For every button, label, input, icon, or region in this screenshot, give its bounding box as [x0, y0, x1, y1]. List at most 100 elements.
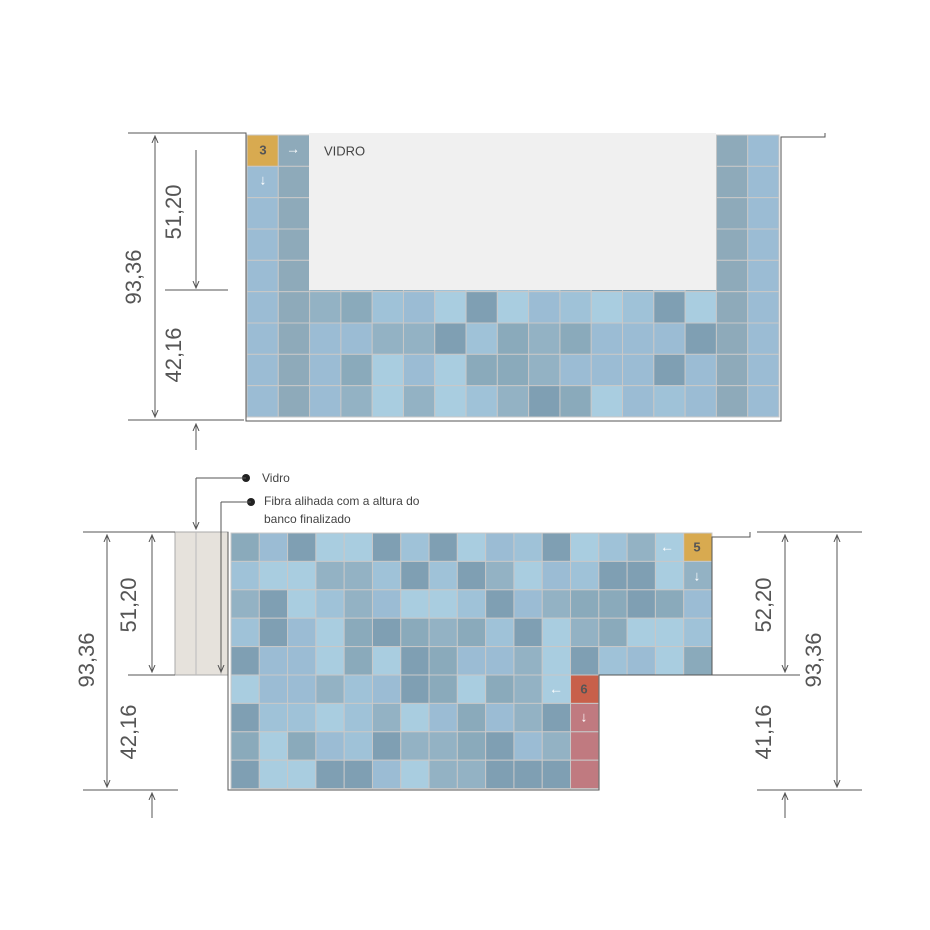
- tile: [277, 291, 311, 324]
- tile: [258, 759, 289, 790]
- tile: [626, 646, 656, 676]
- tile: [622, 353, 655, 387]
- tile: [570, 759, 600, 790]
- tile: [485, 560, 515, 591]
- glass-label: VIDRO: [324, 143, 365, 158]
- tile: [683, 560, 713, 591]
- tile: [590, 291, 624, 324]
- tile: [400, 532, 430, 562]
- tile: [246, 259, 279, 293]
- tile: [258, 646, 289, 676]
- tile: [747, 259, 780, 293]
- tile: [428, 731, 458, 761]
- tile: [230, 560, 260, 591]
- tile: [277, 259, 311, 293]
- tile: [315, 646, 345, 676]
- arrow: ↓: [260, 172, 267, 188]
- tile: [559, 385, 592, 418]
- tile: [715, 322, 749, 355]
- tile: [622, 322, 655, 355]
- glass-band: [174, 531, 229, 676]
- tile: [402, 353, 436, 387]
- tile: [277, 228, 311, 261]
- tile: [371, 291, 404, 324]
- tile: [456, 731, 487, 761]
- tile: [343, 674, 373, 704]
- tile: [402, 385, 436, 418]
- tile: [371, 560, 402, 591]
- tile: [485, 759, 515, 790]
- tile: [402, 291, 436, 324]
- tile: [309, 385, 342, 418]
- tile: [287, 674, 317, 704]
- tile: [315, 589, 345, 619]
- tile: [598, 617, 628, 648]
- tile: [230, 702, 260, 733]
- tile: [485, 532, 515, 562]
- tile: [559, 291, 592, 324]
- bottom-dimensions: [83, 531, 862, 818]
- tile: [513, 532, 543, 562]
- tile: [653, 322, 686, 355]
- dimension: 51,20: [116, 577, 141, 632]
- tile: [683, 589, 713, 619]
- tile: [513, 617, 543, 648]
- tile: [456, 759, 487, 790]
- tile: [747, 134, 780, 167]
- tile: [465, 353, 498, 387]
- tile: [528, 385, 561, 418]
- tile: [343, 589, 373, 619]
- tile: [570, 731, 600, 761]
- tile: [653, 353, 686, 387]
- tile: [287, 532, 317, 562]
- tile: [315, 702, 345, 733]
- tile: [309, 291, 342, 324]
- tile: [747, 322, 780, 355]
- tile: [513, 702, 543, 733]
- arrow: →: [286, 141, 300, 157]
- tile: [343, 702, 373, 733]
- tile: [371, 646, 402, 676]
- tile: [371, 589, 402, 619]
- tile: [400, 617, 430, 648]
- tile: [654, 646, 685, 676]
- tile: [496, 291, 530, 324]
- tile: [456, 674, 487, 704]
- tile: [485, 617, 515, 648]
- tile: [541, 532, 572, 562]
- tile: [747, 228, 780, 261]
- tile: [684, 322, 717, 355]
- tile: [371, 759, 402, 790]
- tile: [246, 353, 279, 387]
- tile: [626, 617, 656, 648]
- tile: [309, 322, 342, 355]
- tile: [287, 731, 317, 761]
- tile: [513, 759, 543, 790]
- tile: [684, 291, 717, 324]
- tile: [258, 674, 289, 704]
- tile: [684, 353, 717, 387]
- tile: [747, 385, 780, 418]
- tile: [598, 646, 628, 676]
- tile: [654, 560, 685, 591]
- tile: [428, 617, 458, 648]
- glass-panel: [309, 133, 716, 290]
- tile: [258, 532, 289, 562]
- tile: [315, 532, 345, 562]
- tile: [654, 589, 685, 619]
- tile: [258, 589, 289, 619]
- tile: [258, 702, 289, 733]
- tile: [465, 322, 498, 355]
- tile: [230, 589, 260, 619]
- tile: [715, 259, 749, 293]
- tile: [428, 589, 458, 619]
- tile: [277, 134, 311, 167]
- tile: [343, 646, 373, 676]
- dimension: 51,20: [161, 184, 186, 239]
- tile: [230, 646, 260, 676]
- tile: [747, 197, 780, 230]
- tile: [559, 353, 592, 387]
- note: banco finalizado: [264, 512, 351, 526]
- tile: [340, 385, 373, 418]
- tile: [541, 646, 572, 676]
